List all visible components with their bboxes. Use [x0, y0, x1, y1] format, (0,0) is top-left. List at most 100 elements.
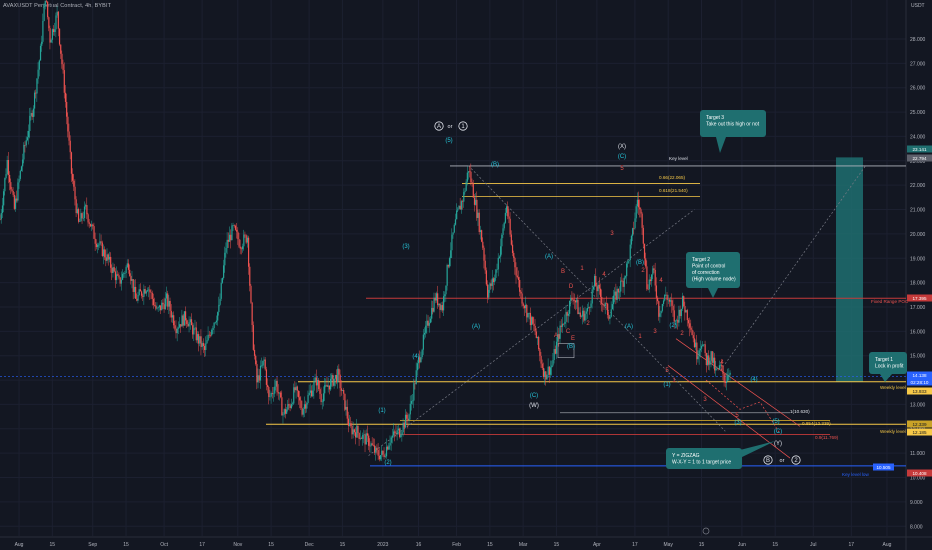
candle-body: [689, 323, 691, 328]
wave-circle-b-circle: [763, 455, 773, 465]
candle-body: [88, 222, 90, 224]
time-tick-label: Feb: [452, 542, 461, 548]
candle-body: [715, 368, 717, 371]
candle-body: [671, 300, 673, 306]
candle-body: [390, 437, 392, 443]
candle-body: [426, 320, 428, 326]
candle-body: [410, 401, 413, 404]
candle-body: [727, 375, 729, 381]
candle-body: [521, 293, 523, 304]
candle-body: [319, 389, 321, 394]
candle-body: [14, 198, 17, 209]
candle-body: [666, 294, 668, 300]
candle-body: [218, 304, 220, 313]
candle-body: [583, 310, 585, 321]
candle-body: [234, 225, 237, 230]
candle-body: [237, 231, 239, 240]
key-level-low-label: Key level low: [842, 472, 869, 477]
candle-body: [527, 313, 529, 318]
candle-body: [458, 205, 460, 209]
candle-body: [681, 296, 684, 309]
candle-body: [50, 39, 52, 43]
candle-body: [365, 433, 367, 445]
price-badge-bg: [907, 378, 932, 386]
candle-body: [366, 433, 369, 436]
candle-body: [716, 368, 718, 369]
candle-body: [173, 315, 175, 326]
candle-body: [161, 302, 163, 311]
wave-3-red-right: 3: [653, 329, 657, 335]
candle-body: [306, 402, 308, 409]
candle-body: [599, 288, 602, 297]
candle-body: [26, 137, 29, 141]
wave-1-teal-right: (1): [663, 382, 670, 388]
candle-body: [525, 304, 527, 309]
wave-4-teal-right: (4): [750, 377, 757, 383]
candle-body: [341, 390, 344, 391]
candle-body: [721, 364, 723, 367]
candle-body: [176, 328, 178, 334]
candle-body: [377, 450, 379, 456]
candle-body: [442, 296, 445, 311]
candle-body: [171, 315, 174, 318]
candle-body: [601, 296, 603, 305]
candle-body: [144, 289, 146, 294]
candle-body: [43, 4, 45, 21]
price-tick-label: 22.000: [910, 183, 926, 189]
candle-body: [416, 363, 419, 371]
candle-body: [270, 392, 272, 397]
wave-1-red: 1: [580, 266, 584, 272]
candle-body: [447, 264, 449, 267]
target-zone-box: [836, 157, 863, 382]
candle-body: [633, 228, 635, 229]
candle-body: [686, 310, 688, 321]
candle-body: [654, 269, 656, 286]
candle-body: [647, 288, 649, 290]
candle-body: [283, 409, 285, 415]
wave-or-bottom: or: [780, 458, 785, 464]
candle-body: [269, 396, 271, 398]
candle-body: [593, 275, 596, 287]
wave-3-red-low: 3: [703, 397, 707, 403]
candle-body: [456, 210, 458, 220]
candle-body: [534, 325, 536, 332]
candle-body: [500, 246, 502, 257]
price-tick-label: 16.000: [910, 329, 926, 335]
candle-body: [81, 213, 83, 219]
candle-body: [55, 15, 57, 30]
candle-body: [330, 378, 332, 390]
candle-body: [183, 311, 185, 326]
candle-body: [577, 299, 579, 314]
candle-body: [446, 264, 448, 286]
wave-circle-2-circle: [791, 455, 801, 465]
candle-body: [441, 305, 443, 311]
candle-body: [24, 144, 26, 146]
candle-body: [572, 299, 574, 301]
wave-3-red: 3: [610, 231, 614, 237]
wave-5-red-right: 5: [665, 368, 669, 374]
candle-body: [105, 257, 107, 261]
candle-body: [295, 386, 297, 391]
candle-body: [53, 29, 55, 33]
candle-body: [660, 310, 662, 314]
candle-body: [181, 315, 183, 327]
candle-body: [481, 230, 483, 242]
price-badge: 12.339: [912, 422, 926, 427]
candle-body: [275, 380, 277, 387]
candle-body: [145, 291, 147, 294]
candle-body: [200, 336, 202, 347]
candle-body: [466, 172, 468, 182]
candle-body: [541, 363, 543, 369]
wave-2-red-right: 2: [641, 268, 645, 274]
candle-body: [278, 392, 281, 394]
time-tick-label: Aug: [15, 542, 24, 548]
candle-body: [228, 234, 231, 242]
candle-body: [371, 443, 373, 445]
candle-body: [523, 305, 526, 309]
candle-body: [233, 225, 235, 226]
candle-body: [509, 218, 511, 235]
wave-4: (4): [412, 354, 419, 360]
candle-body: [445, 285, 447, 295]
candle-body: [691, 329, 693, 336]
